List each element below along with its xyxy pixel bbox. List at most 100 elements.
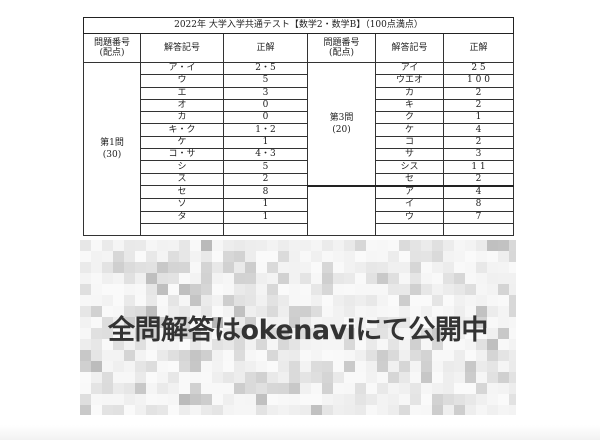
mosaic-tile: [311, 284, 322, 295]
mosaic-tile: [399, 383, 410, 394]
mosaic-tile: [278, 350, 289, 361]
mosaic-tile: [146, 328, 157, 339]
answer-symbol: エ: [140, 86, 224, 100]
table-row: キ・ク 1・2 ケ 4: [84, 123, 514, 137]
mosaic-tile: [256, 350, 267, 361]
mosaic-tile: [289, 295, 300, 306]
mosaic-tile: [256, 273, 267, 284]
mosaic-tile: [498, 273, 509, 284]
mosaic-tile: [432, 350, 443, 361]
mosaic-tile: [366, 350, 377, 361]
mosaic-tile: [421, 339, 432, 350]
mosaic-tile: [432, 306, 443, 317]
mosaic-tile: [322, 240, 333, 251]
mosaic-tile: [366, 262, 377, 273]
mosaic-tile: [80, 317, 91, 328]
mosaic-tile: [234, 350, 245, 361]
mosaic-tile: [201, 328, 212, 339]
mosaic-tile: [234, 383, 245, 394]
mosaic-tile: [487, 284, 498, 295]
mosaic-tile: [124, 328, 135, 339]
mosaic-tile: [168, 306, 179, 317]
mosaic-tile: [212, 372, 223, 383]
mosaic-tile: [201, 317, 212, 328]
mosaic-tile: [245, 328, 256, 339]
mosaic-tile: [432, 405, 443, 415]
mosaic-tile: [432, 383, 443, 394]
mosaic-tile: [465, 262, 476, 273]
mosaic-tile: [256, 405, 267, 415]
mosaic-tile: [465, 372, 476, 383]
mosaic-tile: [80, 295, 91, 306]
mosaic-tile: [190, 361, 201, 372]
mosaic-tile: [421, 295, 432, 306]
mosaic-tile: [278, 361, 289, 372]
mosaic-tile: [410, 383, 421, 394]
mosaic-tile: [509, 262, 516, 273]
mosaic-tile: [333, 262, 344, 273]
mosaic-tile: [223, 383, 234, 394]
mosaic-tile: [124, 240, 135, 251]
mosaic-tile: [102, 240, 113, 251]
mosaic-tile: [212, 284, 223, 295]
mosaic-tile: [179, 339, 190, 350]
mosaic-tile: [245, 405, 256, 415]
mosaic-tile: [366, 306, 377, 317]
mosaic-tile: [388, 405, 399, 415]
mosaic-tile: [344, 251, 355, 262]
mosaic-tile: [322, 405, 333, 415]
mosaic-tile: [410, 284, 421, 295]
mosaic-tile: [113, 251, 124, 262]
mosaic-tile: [135, 295, 146, 306]
mosaic-tile: [311, 240, 322, 251]
mosaic-tile: [91, 361, 102, 372]
mosaic-tile: [421, 317, 432, 328]
answer-symbol: ケ: [140, 135, 224, 150]
mosaic-tile: [498, 328, 509, 339]
mosaic-tile: [267, 295, 278, 306]
correct-answer: 2: [443, 98, 514, 113]
mosaic-tile: [234, 306, 245, 317]
table-row: コ・サ 4・3 サ 3: [84, 148, 514, 162]
mosaic-tile: [366, 339, 377, 350]
mosaic-tile: [454, 405, 465, 415]
mosaic-tile: [443, 405, 454, 415]
mosaic-tile: [388, 262, 399, 273]
mosaic-tile: [322, 306, 333, 317]
mosaic-tile: [454, 328, 465, 339]
mosaic-tile: [443, 273, 454, 284]
answer-symbol: ウ: [375, 210, 444, 224]
mosaic-tile: [322, 262, 333, 273]
mosaic-tile: [278, 273, 289, 284]
mosaic-tile: [366, 383, 377, 394]
correct-answer: 1: [443, 111, 514, 125]
mosaic-tile: [278, 383, 289, 394]
mosaic-tile: [443, 317, 454, 328]
mosaic-tile: [168, 394, 179, 405]
answer-symbol: シ: [140, 160, 224, 174]
mosaic-tile: [333, 251, 344, 262]
answer-symbol: [375, 222, 444, 237]
mosaic-tile: [146, 339, 157, 350]
mosaic-tile: [333, 405, 344, 415]
mosaic-tile: [157, 361, 168, 372]
mosaic-tile: [135, 306, 146, 317]
mosaic-tile: [190, 383, 201, 394]
mosaic-tile: [366, 405, 377, 415]
mosaic-tile: [179, 361, 190, 372]
mosaic-tile: [234, 295, 245, 306]
mosaic-tile: [124, 273, 135, 284]
correct-answer: 4: [443, 123, 514, 137]
mosaic-tile: [124, 284, 135, 295]
mosaic-tile: [201, 394, 212, 405]
mosaic-tile: [432, 394, 443, 405]
mosaic-tile: [410, 394, 421, 405]
mosaic-tile: [146, 317, 157, 328]
mosaic-tile: [245, 383, 256, 394]
mosaic-tile: [102, 361, 113, 372]
mosaic-tile: [421, 328, 432, 339]
mosaic-tile: [102, 273, 113, 284]
mosaic-tile: [245, 251, 256, 262]
mosaic-tile: [212, 328, 223, 339]
mosaic-tile: [476, 350, 487, 361]
